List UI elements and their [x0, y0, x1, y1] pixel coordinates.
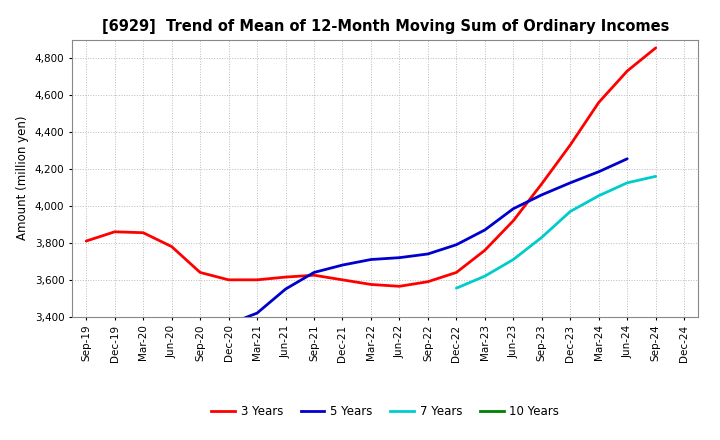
3 Years: [282, 275, 290, 280]
7 Years: [480, 274, 489, 279]
3 Years: [110, 229, 119, 235]
5 Years: [338, 262, 347, 268]
5 Years: [452, 242, 461, 247]
7 Years: [652, 174, 660, 179]
Y-axis label: Amount (million yen): Amount (million yen): [16, 116, 30, 240]
5 Years: [282, 286, 290, 292]
5 Years: [366, 257, 375, 262]
3 Years: [225, 277, 233, 282]
5 Years: [595, 169, 603, 174]
5 Years: [310, 270, 318, 275]
3 Years: [167, 244, 176, 249]
5 Years: [537, 192, 546, 198]
7 Years: [566, 209, 575, 214]
Legend: 3 Years, 5 Years, 7 Years, 10 Years: 3 Years, 5 Years, 7 Years, 10 Years: [207, 400, 564, 423]
3 Years: [253, 277, 261, 282]
3 Years: [196, 270, 204, 275]
5 Years: [423, 251, 432, 257]
5 Years: [253, 311, 261, 316]
3 Years: [310, 272, 318, 278]
3 Years: [623, 68, 631, 73]
3 Years: [480, 248, 489, 253]
3 Years: [338, 277, 347, 282]
7 Years: [595, 193, 603, 198]
3 Years: [566, 142, 575, 147]
3 Years: [139, 230, 148, 235]
3 Years: [652, 45, 660, 51]
5 Years: [566, 180, 575, 185]
3 Years: [82, 238, 91, 244]
7 Years: [623, 180, 631, 185]
Line: 5 Years: 5 Years: [229, 159, 627, 324]
3 Years: [595, 100, 603, 105]
5 Years: [623, 156, 631, 161]
5 Years: [395, 255, 404, 260]
3 Years: [452, 270, 461, 275]
3 Years: [537, 181, 546, 187]
5 Years: [509, 206, 518, 211]
Line: 3 Years: 3 Years: [86, 48, 656, 286]
Title: [6929]  Trend of Mean of 12-Month Moving Sum of Ordinary Incomes: [6929] Trend of Mean of 12-Month Moving …: [102, 19, 669, 34]
Line: 7 Years: 7 Years: [456, 176, 656, 288]
3 Years: [423, 279, 432, 284]
7 Years: [452, 286, 461, 291]
3 Years: [509, 218, 518, 224]
5 Years: [480, 227, 489, 233]
5 Years: [225, 322, 233, 327]
3 Years: [366, 282, 375, 287]
7 Years: [537, 235, 546, 240]
3 Years: [395, 284, 404, 289]
7 Years: [509, 257, 518, 262]
